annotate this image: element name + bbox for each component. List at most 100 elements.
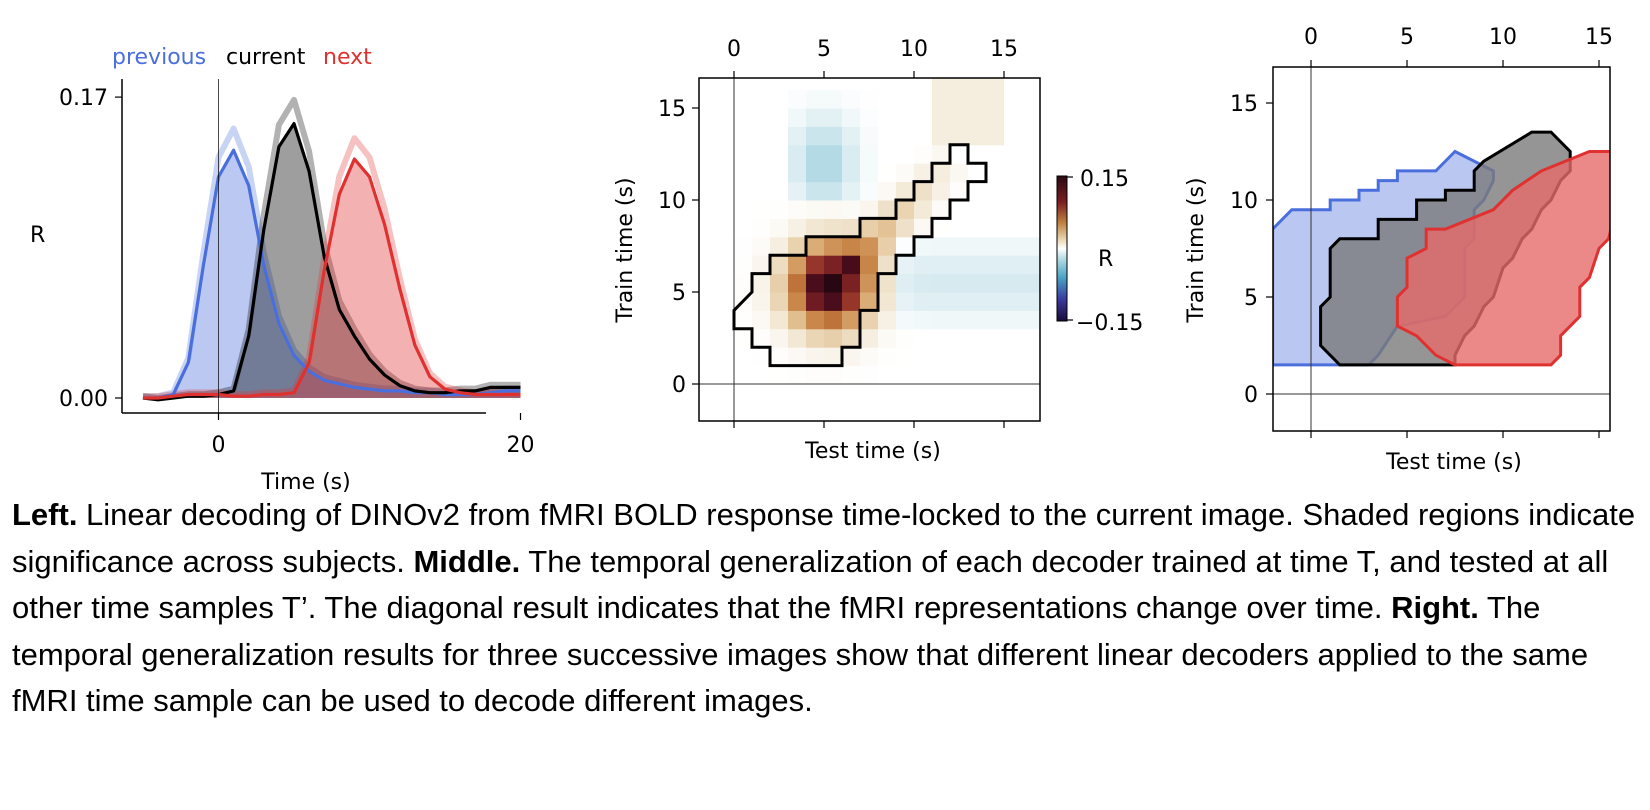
middle-colorbar-tick-top-label: 0.15 <box>1080 167 1129 192</box>
heatmap-cell <box>878 144 897 164</box>
right-y-tick-label-5: 5 <box>1244 286 1258 311</box>
heatmap-cell <box>914 273 933 293</box>
right-y-axis-label: Train time (s) <box>1184 177 1209 323</box>
heatmap-cell <box>932 218 951 238</box>
heatmap-cell <box>734 310 753 330</box>
middle-y-tick-label-5: 5 <box>672 281 686 306</box>
heatmap-cell <box>878 365 897 385</box>
heatmap-cell <box>914 328 933 348</box>
heatmap-cell <box>788 402 807 421</box>
heatmap-cell <box>986 200 1005 219</box>
heatmap-cell <box>1004 255 1023 275</box>
heatmap-cell <box>950 384 969 403</box>
heatmap-cell <box>968 126 987 146</box>
heatmap-cell <box>896 365 915 385</box>
heatmap-cell <box>842 78 861 91</box>
heatmap-cell <box>752 163 771 183</box>
heatmap-cell <box>1022 126 1040 146</box>
heatmap-cell <box>896 218 915 238</box>
heatmap-cell <box>914 181 933 201</box>
heatmap-cell <box>950 218 969 238</box>
heatmap-cell <box>752 126 771 146</box>
heatmap-cell <box>896 181 915 201</box>
heatmap-cell <box>734 89 753 109</box>
heatmap-cell <box>986 328 1005 348</box>
heatmap-cell <box>788 144 807 164</box>
heatmap-cell <box>860 310 879 330</box>
heatmap-cell <box>770 292 789 311</box>
heatmap-cell <box>788 365 807 385</box>
heatmap-cell <box>824 292 843 311</box>
heatmap-cell <box>842 144 861 164</box>
heatmap-cell <box>806 108 825 127</box>
heatmap-cell <box>770 163 789 183</box>
heatmap-cell <box>806 181 825 201</box>
middle-x-tick-label-15: 15 <box>990 37 1018 62</box>
caption-left-label: Left. <box>12 497 78 532</box>
caption-middle-label: Middle. <box>413 543 521 579</box>
heatmap-cell <box>932 384 951 403</box>
heatmap-cell <box>770 255 789 275</box>
heatmap-cell <box>716 384 735 403</box>
middle-x-axis-label: Test time (s) <box>804 439 941 464</box>
heatmap-cell <box>752 89 771 109</box>
heatmap-cell <box>770 384 789 403</box>
heatmap-cell <box>824 200 843 219</box>
heatmap-cell <box>788 384 807 403</box>
heatmap-cell <box>896 310 915 330</box>
heatmap-cell <box>878 236 897 256</box>
heatmap-cell <box>860 200 879 219</box>
heatmap-cell <box>1004 126 1023 146</box>
heatmap-cell <box>842 328 861 348</box>
heatmap-cell <box>842 89 861 109</box>
heatmap-cell <box>824 144 843 164</box>
heatmap-cell <box>968 273 987 293</box>
heatmap-cell <box>806 365 825 385</box>
heatmap-cell <box>824 218 843 238</box>
heatmap-cell <box>806 126 825 146</box>
heatmap-cell <box>968 365 987 385</box>
heatmap-cell <box>842 310 861 330</box>
heatmap-cell <box>788 163 807 183</box>
heatmap-cell <box>806 78 825 91</box>
heatmap-cell <box>968 78 987 91</box>
heatmap-cell <box>699 384 717 403</box>
heatmap-cell <box>752 255 771 275</box>
heatmap-cell <box>896 292 915 311</box>
heatmap-cell <box>752 402 771 421</box>
heatmap-cell <box>932 236 951 256</box>
heatmap-cell <box>734 78 753 91</box>
heatmap-cell <box>752 310 771 330</box>
heatmap-cell <box>842 292 861 311</box>
heatmap-cell <box>860 384 879 403</box>
heatmap-cell <box>824 108 843 127</box>
heatmap-cell <box>878 108 897 127</box>
heatmap-cell <box>842 181 861 201</box>
heatmap-cell <box>752 108 771 127</box>
heatmap-cell <box>950 402 969 421</box>
heatmap-cell <box>770 218 789 238</box>
heatmap-cell <box>932 273 951 293</box>
heatmap-cell <box>986 365 1005 385</box>
heatmap-cell <box>788 89 807 109</box>
heatmap-cell <box>968 163 987 183</box>
heatmap-cell <box>986 126 1005 146</box>
left-y-tick-label-0.17: 0.17 <box>59 86 108 111</box>
heatmap-cell <box>752 384 771 403</box>
heatmap-cell <box>1004 310 1023 330</box>
heatmap-cell <box>806 402 825 421</box>
heatmap-cell <box>788 78 807 91</box>
heatmap-cell <box>788 181 807 201</box>
heatmap-cell <box>968 218 987 238</box>
heatmap-cell <box>734 218 753 238</box>
left-panel-line-chart: 0 20 0.00 0.17 previous current next R Time… <box>30 45 535 495</box>
heatmap-cell <box>788 126 807 146</box>
heatmap-cell <box>1004 200 1023 219</box>
heatmap-cell <box>986 163 1005 183</box>
heatmap-cell <box>968 384 987 403</box>
right-x-tick-label-15: 15 <box>1585 25 1613 50</box>
heatmap-cell <box>950 78 969 91</box>
middle-y-tick-label-10: 10 <box>658 189 686 214</box>
right-x-tick-label-0: 0 <box>1304 25 1318 50</box>
middle-colorbar <box>1056 175 1068 322</box>
